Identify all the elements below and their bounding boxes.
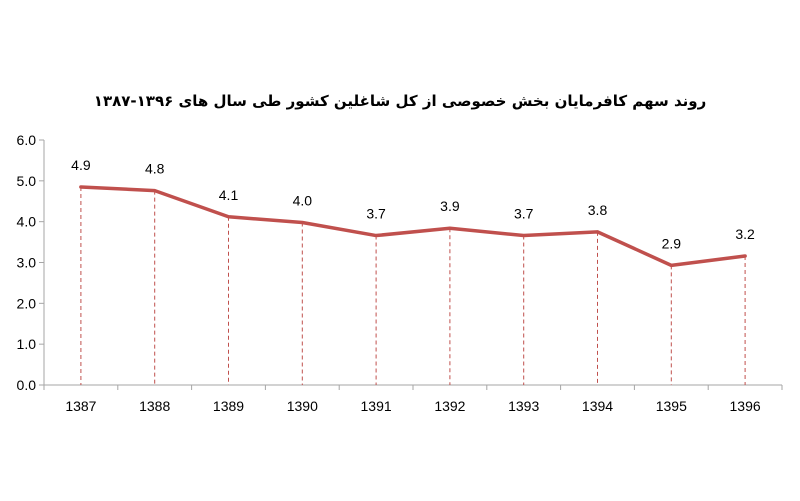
data-point [300, 220, 304, 224]
x-tick-label: 1389 [213, 398, 244, 414]
data-point [374, 234, 378, 238]
data-line [79, 185, 747, 268]
x-tick-label: 1388 [139, 398, 170, 414]
y-axis-tick-labels: 0.0 1.0 2.0 3.0 4.0 5.0 6.0 [17, 132, 37, 393]
data-label: 2.9 [662, 235, 682, 251]
x-tick-label: 1390 [287, 398, 318, 414]
x-tick-label: 1396 [730, 398, 761, 414]
data-label: 3.2 [735, 226, 755, 242]
data-label: 4.8 [145, 161, 165, 177]
drop-lines [80, 186, 746, 385]
y-tick-label: 6.0 [17, 132, 37, 148]
data-label: 3.9 [440, 198, 460, 214]
y-tick-label: 5.0 [17, 173, 37, 189]
data-point [669, 263, 673, 267]
y-tick-label: 1.0 [17, 336, 37, 352]
data-point [522, 234, 526, 238]
series-line [79, 185, 747, 268]
chart-title: روند سهم کافرمایان بخش خصوصی از کل شاغلی… [93, 92, 707, 110]
y-tick-label: 4.0 [17, 214, 37, 230]
data-point [448, 226, 452, 230]
x-tick-label: 1392 [434, 398, 465, 414]
data-point [227, 215, 230, 219]
x-tick-label: 1391 [361, 398, 392, 414]
data-label: 3.7 [366, 206, 386, 222]
y-tick-label: 3.0 [17, 255, 37, 271]
data-label: 4.0 [293, 192, 313, 208]
data-label: 3.7 [514, 206, 534, 222]
data-point [743, 254, 747, 258]
x-tick-label: 1393 [508, 398, 539, 414]
data-point [153, 189, 157, 193]
y-tick-label: 0.0 [17, 377, 37, 393]
x-tick-label: 1387 [65, 398, 96, 414]
data-point [596, 230, 599, 234]
data-label: 4.1 [219, 187, 239, 203]
chart-axes [39, 139, 783, 390]
x-tick-label: 1395 [656, 398, 687, 414]
data-labels: 4.9 4.8 4.1 4.0 3.7 3.9 3.7 3.8 2.9 3.2 [71, 157, 755, 251]
data-label: 4.9 [71, 157, 91, 173]
x-tick-label: 1394 [582, 398, 613, 414]
data-label: 3.8 [588, 202, 608, 218]
y-tick-label: 2.0 [17, 295, 37, 311]
data-point [79, 185, 83, 189]
x-axis-tick-labels: 1387 1388 1389 1390 1391 1392 1393 1394 1395 1396 [65, 398, 761, 414]
